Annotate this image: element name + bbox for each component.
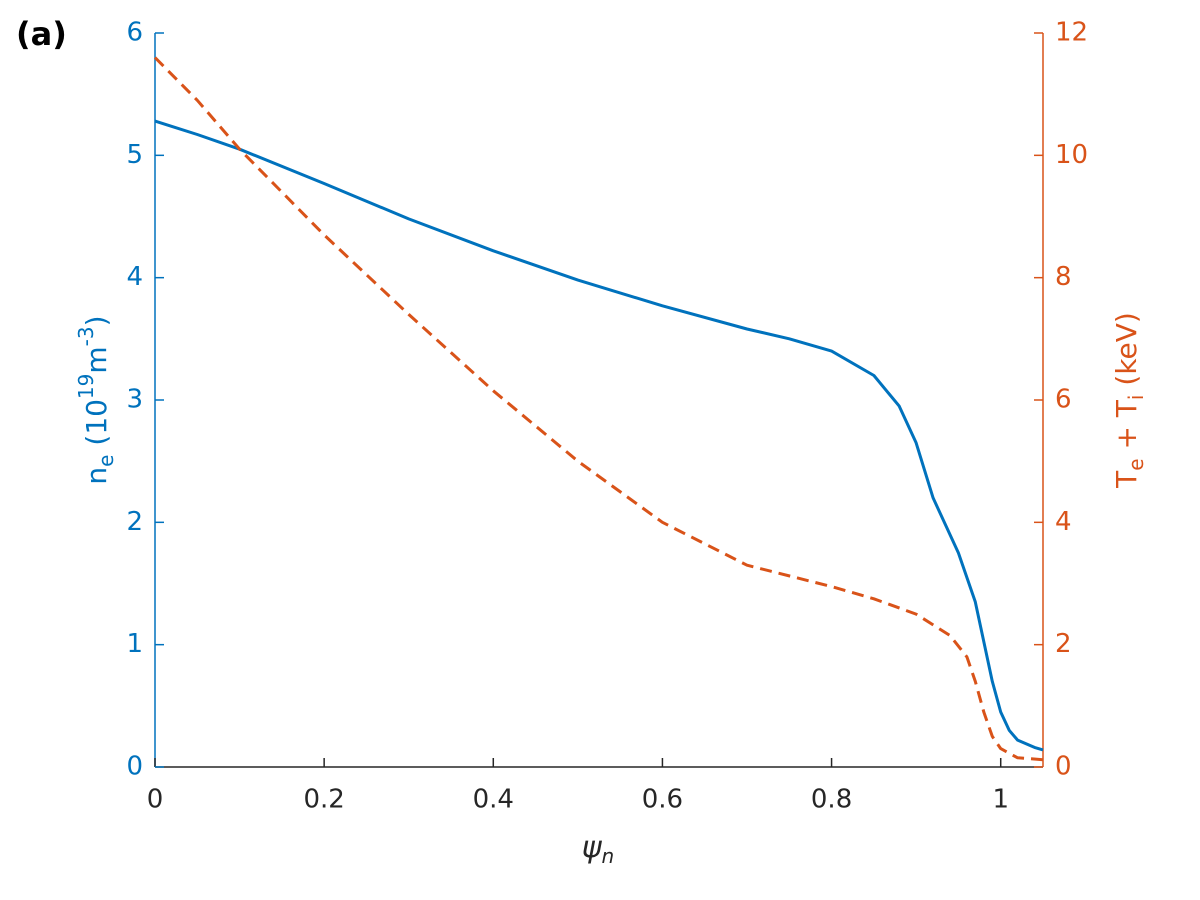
x-tick-label: 0.8 — [811, 785, 852, 815]
y-tick-label: 2 — [126, 507, 143, 537]
x-tick-label: 1 — [992, 785, 1009, 815]
y2-tick-label: 0 — [1055, 752, 1072, 782]
y-tick-label: 6 — [126, 18, 143, 48]
y-tick-label: 0 — [126, 752, 143, 782]
y-tick-label: 4 — [126, 262, 143, 292]
series-line — [153, 56, 1044, 762]
y2-tick-label: 8 — [1055, 262, 1072, 292]
x-tick-label: 0.2 — [303, 785, 344, 815]
y2-tick-label: 12 — [1055, 18, 1088, 48]
x-tick-label: 0.6 — [642, 785, 683, 815]
x-tick-label: 0.4 — [473, 785, 514, 815]
y-tick-label: 3 — [126, 385, 143, 415]
y-tick-label: 5 — [126, 140, 143, 170]
y2-tick-label: 10 — [1055, 140, 1088, 170]
y2-tick-label: 6 — [1055, 385, 1072, 415]
y2-tick-label: 2 — [1055, 629, 1072, 659]
series-line — [154, 119, 1044, 752]
y2-tick-label: 4 — [1055, 507, 1072, 537]
y-axis-label: ne​ (1019​m-3​) — [74, 315, 118, 484]
y2-axis-label: Te​ + Ti​ (keV) — [1110, 312, 1148, 489]
y-tick-label: 1 — [126, 629, 143, 659]
x-axis-label: ψn​ — [582, 830, 614, 868]
panel-label: (a) — [16, 15, 67, 53]
x-tick-label: 0 — [147, 785, 164, 815]
